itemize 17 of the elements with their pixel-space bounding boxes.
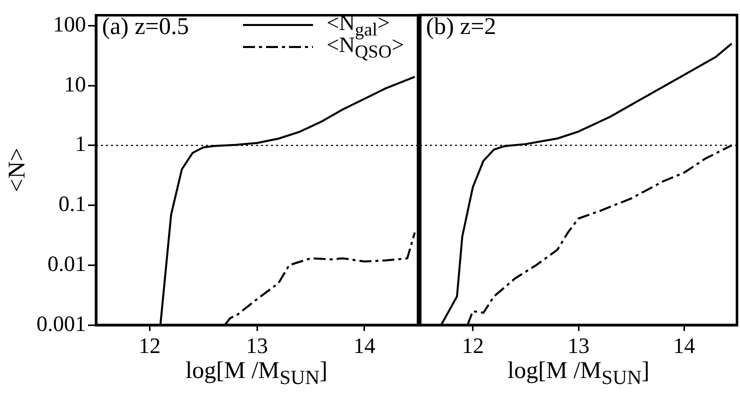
x-tick-label: 14 <box>353 332 376 358</box>
x-tick-label: 12 <box>138 332 161 358</box>
y-axis-title: <N> <box>4 148 32 192</box>
y-tick-label: 1 <box>75 131 86 156</box>
y-tick-label: 0.01 <box>48 250 86 276</box>
x-tick-label: 13 <box>246 332 268 358</box>
annotation: (b) z=2 <box>426 14 496 41</box>
y-tick-label: 0.001 <box>36 310 86 336</box>
x-axis-title: log[M /M$_{SUN}$] <box>507 358 650 390</box>
y-tick-label: 0.1 <box>58 191 86 216</box>
x-axis-title: log[M /M$_{SUN}$] <box>185 358 328 390</box>
x-tick-label: 12 <box>462 332 484 358</box>
x-tick-label: 14 <box>673 332 696 358</box>
annotation: (a) z=0.5 <box>102 14 189 41</box>
y-tick-label: 100 <box>53 12 86 37</box>
x-tick-label: 13 <box>568 332 590 358</box>
y-tick-label: 10 <box>64 71 86 96</box>
